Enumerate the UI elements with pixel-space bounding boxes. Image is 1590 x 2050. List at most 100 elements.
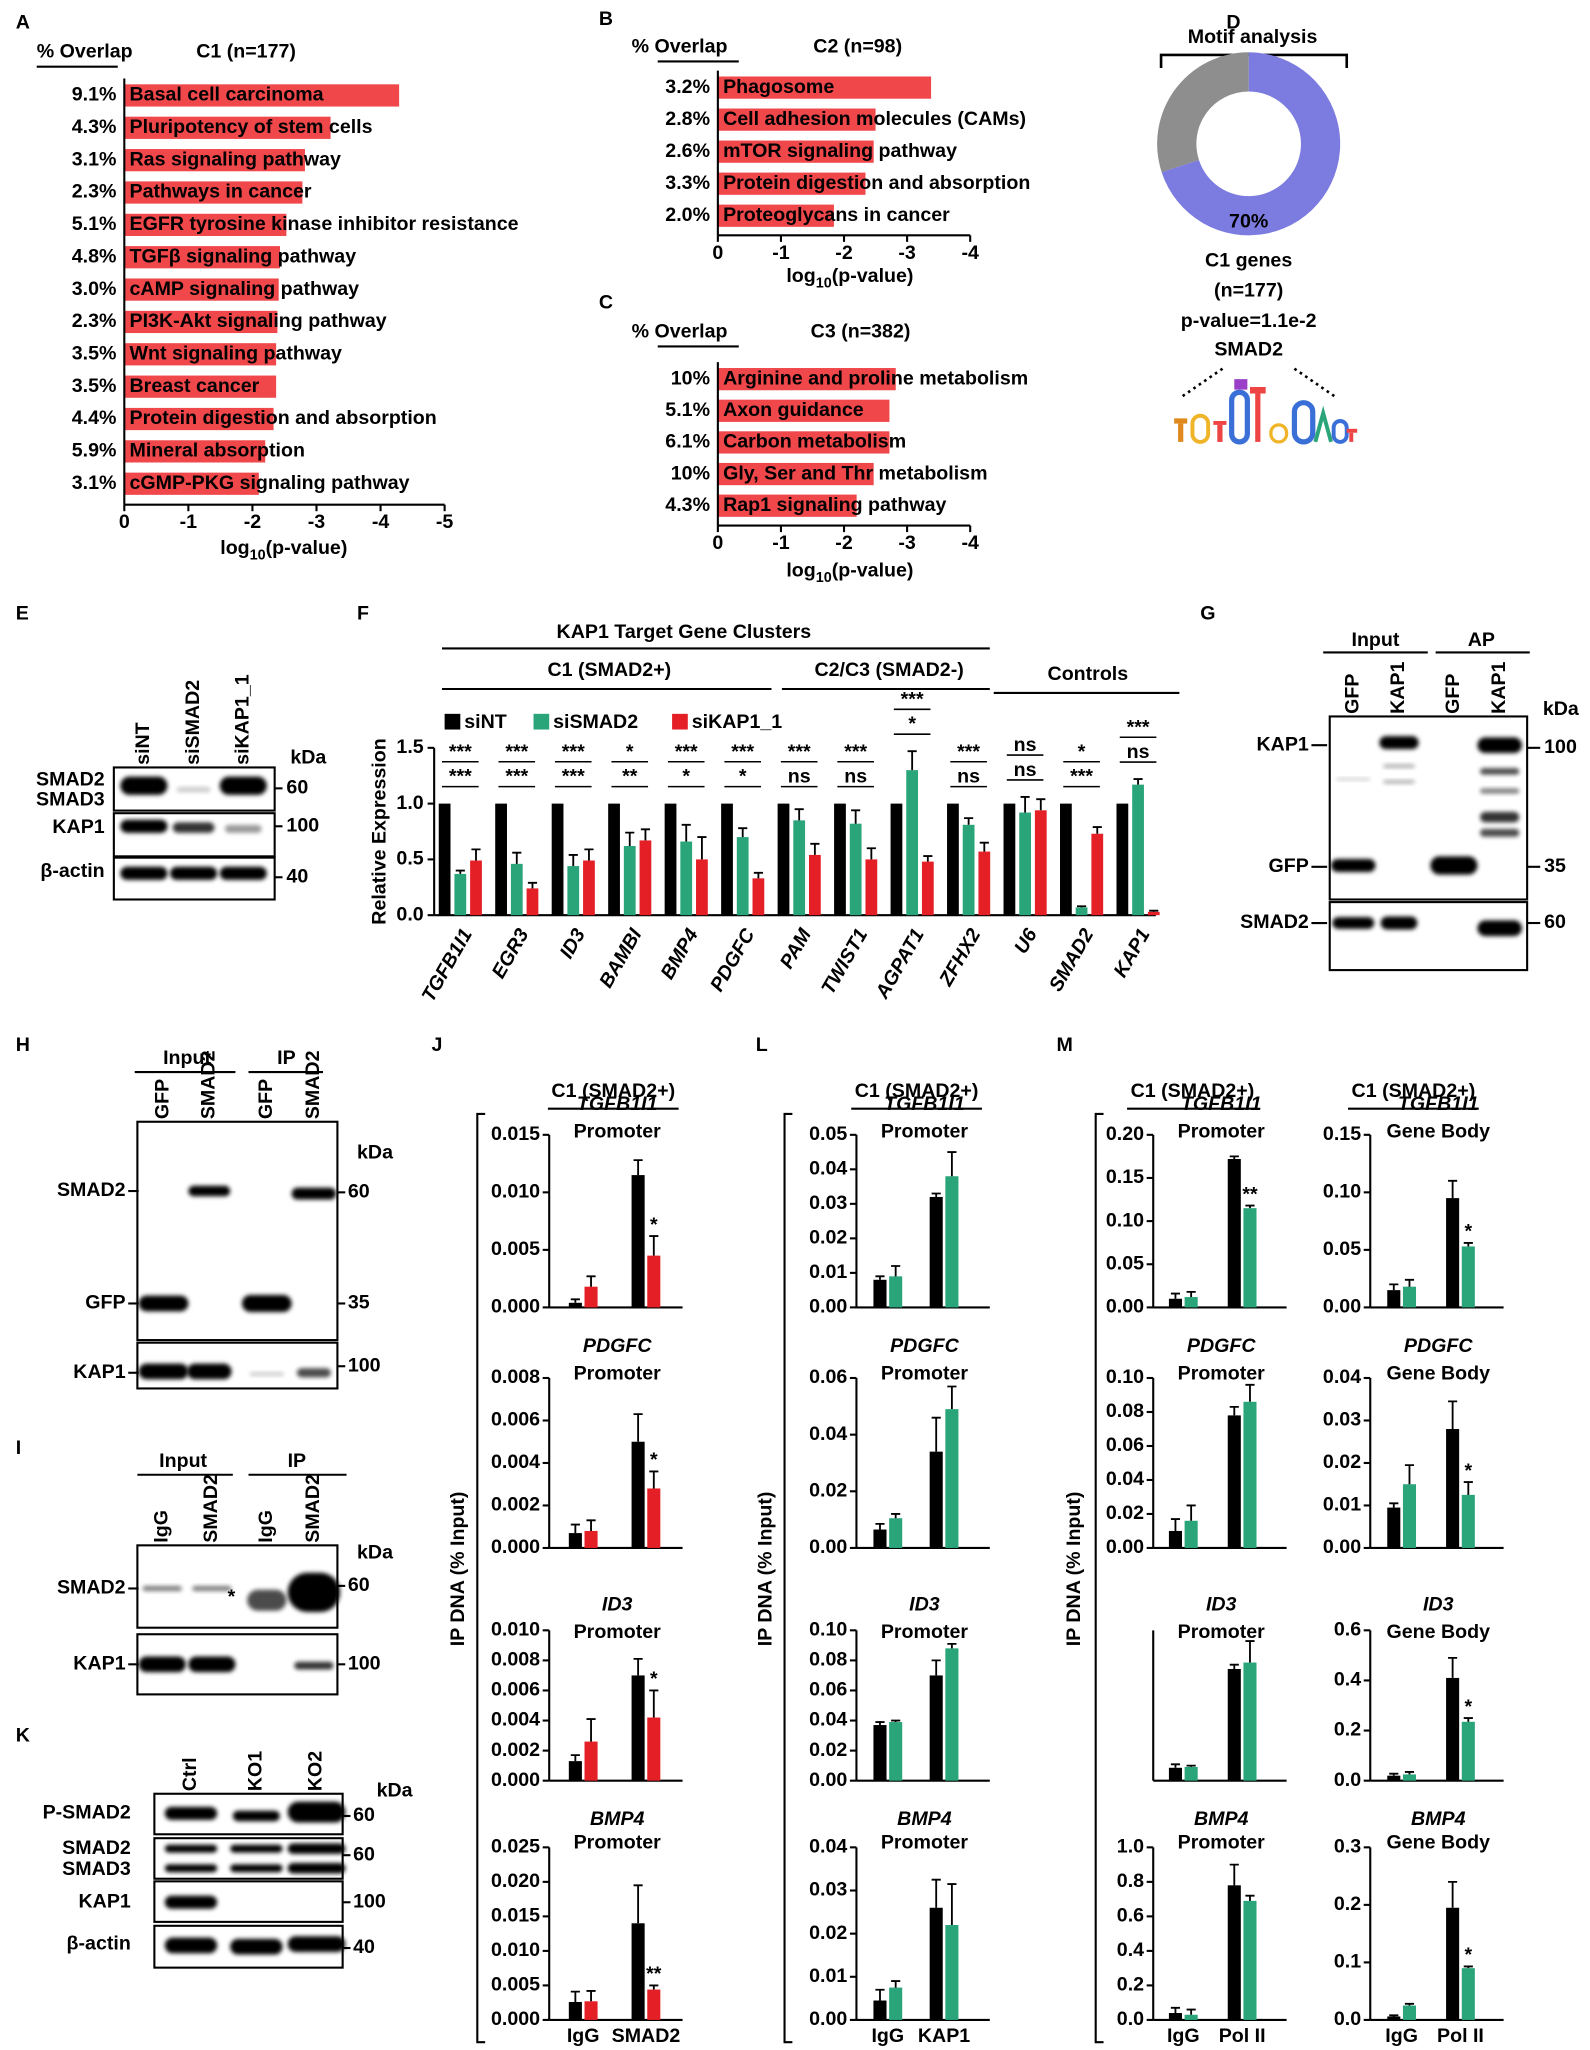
bar xyxy=(1243,1208,1257,1308)
significance: * xyxy=(1464,1460,1472,1482)
y-tick-label: 0.000 xyxy=(491,1296,540,1318)
chart-title: BMP4 xyxy=(1194,1808,1249,1830)
blot-band xyxy=(1331,858,1376,873)
error-bar xyxy=(891,1980,901,1988)
blot-band xyxy=(230,1864,283,1873)
lane-label: SMAD2 xyxy=(302,1474,324,1543)
error-bar xyxy=(931,1192,941,1197)
chart-subtitle: Promoter xyxy=(574,1362,662,1384)
y-tick-label: 0.00 xyxy=(809,2008,847,2030)
y-tick-label: 0.04 xyxy=(809,1836,847,1858)
chart-subtitle: Promoter xyxy=(881,1120,969,1142)
y-tick-label: 0.20 xyxy=(1106,1123,1144,1145)
kda-label: 60 xyxy=(286,777,308,799)
chart-subtitle: Gene Body xyxy=(1386,1120,1490,1142)
blot-band xyxy=(1477,920,1522,937)
x-tick-label: U6 xyxy=(1010,924,1042,958)
row-label: SMAD2 xyxy=(57,1179,126,1201)
bar xyxy=(1461,1721,1475,1781)
blot-band xyxy=(164,1806,218,1820)
chart-subtitle: Gene Body xyxy=(1386,1621,1490,1643)
category-label: mTOR signaling pathway xyxy=(723,140,957,162)
bar xyxy=(568,1533,582,1548)
error-bar xyxy=(1036,798,1046,811)
y-tick-label: 0.02 xyxy=(1323,1451,1361,1473)
error-bar xyxy=(1170,1518,1181,1531)
category-label: Arginine and proline metabolism xyxy=(723,367,1028,389)
blot-band xyxy=(219,866,267,880)
overlap-label: 5.9% xyxy=(72,440,117,462)
category-label: Carbon metabolism xyxy=(723,431,906,453)
error-bar xyxy=(923,855,933,862)
panel-letter: L xyxy=(756,1034,768,1056)
error-bar xyxy=(633,1884,643,1924)
y-tick-label: 0.00 xyxy=(809,1769,847,1791)
chart-title: BMP4 xyxy=(1411,1808,1466,1830)
category-label: Phagosome xyxy=(723,76,834,98)
chart-subtitle: Promoter xyxy=(1178,1362,1266,1384)
bar xyxy=(1060,803,1072,916)
x-tick-label: -1 xyxy=(772,242,790,264)
bar xyxy=(717,431,890,454)
bar xyxy=(945,1409,959,1548)
bar xyxy=(510,863,523,916)
y-tick-label: 0.06 xyxy=(809,1679,847,1701)
group-header: C2/C3 (SMAD2-) xyxy=(814,659,963,681)
bar xyxy=(124,149,305,172)
bar xyxy=(1091,833,1104,916)
x-tick-label: EGR3 xyxy=(488,925,534,982)
bar xyxy=(1243,1401,1257,1548)
motif-text: (n=177) xyxy=(1214,280,1283,302)
row-label: GFP xyxy=(85,1292,125,1314)
chart-subtitle: Gene Body xyxy=(1386,1832,1490,1854)
error-bar xyxy=(979,841,989,852)
error-bar xyxy=(649,1235,659,1256)
bar xyxy=(1402,1484,1417,1548)
x-axis-label: log10(p-value) xyxy=(786,265,913,291)
blot-band xyxy=(1332,917,1375,929)
blot-band xyxy=(188,1656,236,1673)
blot-band xyxy=(164,1844,218,1853)
x-tick-label: -3 xyxy=(898,242,916,264)
bar xyxy=(1387,1290,1401,1308)
x-tick-label: 0 xyxy=(712,532,723,554)
chart-title: C1 (n=177) xyxy=(196,40,296,62)
error-bar xyxy=(738,827,748,838)
blot-band xyxy=(247,1589,287,1611)
motif-dots xyxy=(1179,367,1338,399)
kda-unit: kDa xyxy=(357,1141,394,1163)
x-tick-label: -1 xyxy=(772,532,790,554)
lane-label: Ctrl xyxy=(179,1757,201,1791)
significance: ns xyxy=(1014,734,1037,756)
chart-title: PDGFC xyxy=(890,1335,959,1357)
row-label: SMAD2 xyxy=(36,769,105,791)
lane-label: siKAP1_1 xyxy=(231,674,253,765)
blot-frame xyxy=(153,1924,344,1969)
bar xyxy=(717,368,896,391)
x-tick-label: KAP1 xyxy=(918,2025,970,2047)
bar xyxy=(736,837,749,916)
bar xyxy=(647,1717,661,1781)
blot-band xyxy=(1383,764,1415,769)
bar xyxy=(495,803,507,916)
blot-frame xyxy=(153,1792,344,1836)
x-tick-label: PDGFC xyxy=(706,924,760,995)
bar xyxy=(1227,1885,1241,2020)
blot-band xyxy=(120,776,168,795)
significance: * xyxy=(1464,1221,1472,1243)
error-bar xyxy=(1229,1863,1239,1886)
error-bar xyxy=(1186,1764,1196,1767)
bar xyxy=(890,803,903,916)
lane-label: IgG xyxy=(255,1510,277,1543)
error-bar xyxy=(891,1513,901,1519)
bar xyxy=(1387,1507,1401,1548)
x-tick-label: TWIST1 xyxy=(817,925,872,998)
blot-band xyxy=(219,776,267,795)
bar xyxy=(721,803,733,916)
lane-label: SMAD2 xyxy=(197,1050,219,1119)
bar xyxy=(124,472,259,495)
error-bar xyxy=(1170,1292,1181,1299)
panel-letter: G xyxy=(1200,603,1215,625)
category-label: PI3K-Akt signaling pathway xyxy=(130,310,387,332)
significance: *** xyxy=(449,741,472,763)
